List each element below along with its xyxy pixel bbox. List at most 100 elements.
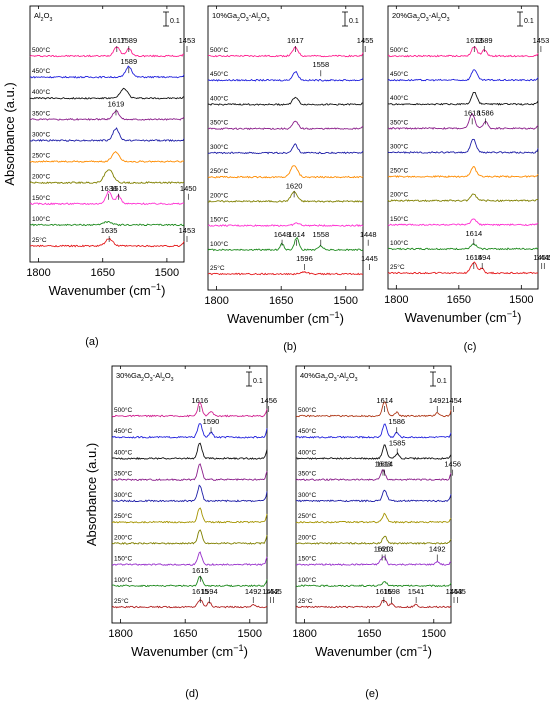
scale-bar-label: 0.1 bbox=[437, 378, 447, 385]
series-line-200-c bbox=[29, 169, 185, 185]
series-label: 400°C bbox=[210, 94, 228, 102]
panel-title: 40%Ga2O3-Al2O3 bbox=[300, 371, 358, 383]
series-line-500-c bbox=[295, 401, 452, 418]
panel-title: Al2O3 bbox=[34, 11, 52, 23]
series-line-25-c bbox=[207, 271, 364, 276]
series-label: 150°C bbox=[210, 216, 228, 224]
peak-annotation: 1452 bbox=[262, 587, 279, 596]
series-label: 500°C bbox=[210, 46, 228, 54]
peak-annotation: 1619 bbox=[108, 99, 125, 108]
series-line-200-c bbox=[111, 529, 268, 545]
panel-b: 10%Ga2O3-Al2O3 0.1 1800 1650 1500 Wavenumber … bbox=[204, 5, 378, 353]
series-label: 100°C bbox=[114, 576, 132, 584]
series-line-25-c bbox=[29, 238, 185, 248]
peak-annotation: 1614 bbox=[376, 396, 393, 405]
series-label: 150°C bbox=[298, 555, 316, 563]
panel-title: 30%Ga2O3-Al2O3 bbox=[116, 371, 174, 383]
x-axis-title: Wavenumber (cm−1) bbox=[227, 310, 344, 326]
series-line-300-c bbox=[296, 489, 452, 503]
panel-c: 20%Ga2O3-Al2O3 0.1 1800 1650 1500 Wavenumber … bbox=[384, 5, 550, 353]
x-tick-label: 1650 bbox=[269, 295, 293, 307]
series-line-500-c bbox=[111, 401, 268, 418]
series-label: 200°C bbox=[32, 173, 50, 181]
series-label: 200°C bbox=[298, 533, 316, 541]
series-line-400-c bbox=[29, 87, 185, 100]
series-label: 25°C bbox=[32, 236, 47, 244]
peak-annotation: 1586 bbox=[477, 108, 494, 117]
peak-annotation: 1450 bbox=[180, 184, 197, 193]
peak-annotation: 1617 bbox=[108, 36, 125, 45]
series-label: 200°C bbox=[114, 533, 132, 541]
panel-label: (b) bbox=[283, 341, 296, 353]
peak-annotation: 1453 bbox=[179, 36, 196, 45]
series-line-450-c bbox=[295, 423, 452, 439]
x-tick-label: 1800 bbox=[204, 295, 228, 307]
peak-annotation: 1614 bbox=[376, 460, 393, 469]
series-label: 25°C bbox=[210, 264, 225, 272]
peak-annotation: 1615 bbox=[192, 566, 209, 575]
x-tick-label: 1500 bbox=[238, 628, 262, 640]
peak-annotation: 1585 bbox=[389, 438, 406, 447]
series-label: 500°C bbox=[390, 46, 408, 54]
peak-annotation: 1541 bbox=[408, 587, 425, 596]
series-label: 25°C bbox=[390, 263, 405, 271]
series-line-400-c bbox=[295, 444, 452, 460]
peak-annotation: 1448 bbox=[360, 230, 377, 239]
peak-annotation: 1613 bbox=[377, 545, 394, 554]
peak-annotation: 1616 bbox=[375, 587, 392, 596]
series-line-200-c bbox=[387, 193, 539, 203]
series-line-500-c bbox=[387, 46, 539, 58]
panel-d: 30%Ga2O3-Al2O3 0.1 1800 1650 1500 Wavenumber … bbox=[84, 365, 282, 700]
panel-e: 40%Ga2O3-Al2O3 0.1 1800 1650 1500 Wavenumber … bbox=[292, 365, 466, 700]
series-line-350-c bbox=[295, 469, 452, 482]
series-line-350-c bbox=[387, 112, 539, 130]
series-line-100-c bbox=[29, 221, 185, 227]
peak-annotation: 1558 bbox=[312, 60, 329, 69]
series-line-400-c bbox=[387, 91, 539, 106]
scale-bar-label: 0.1 bbox=[170, 18, 180, 25]
series-label: 500°C bbox=[114, 406, 132, 414]
series-label: 200°C bbox=[210, 191, 228, 199]
series-label: 250°C bbox=[114, 512, 132, 520]
series-label: 100°C bbox=[210, 240, 228, 248]
plot-frame bbox=[387, 5, 539, 290]
x-axis-title: Wavenumber (cm−1) bbox=[405, 309, 522, 325]
peak-annotation: 1445 bbox=[265, 587, 282, 596]
panel-label: (a) bbox=[85, 336, 98, 348]
series-line-100-c bbox=[207, 236, 364, 252]
peak-annotation: 1618 bbox=[464, 108, 481, 117]
peak-annotation: 1613 bbox=[466, 36, 483, 45]
peak-annotation: 1590 bbox=[203, 417, 220, 426]
series-label: 300°C bbox=[114, 491, 132, 499]
series-label: 400°C bbox=[298, 448, 316, 456]
x-tick-label: 1500 bbox=[422, 628, 446, 640]
series-line-250-c bbox=[387, 166, 539, 178]
x-axis-title: Wavenumber (cm−1) bbox=[131, 643, 248, 659]
series-line-300-c bbox=[387, 138, 539, 154]
series-label: 350°C bbox=[32, 109, 50, 117]
plot-frame bbox=[295, 365, 452, 624]
series-label: 450°C bbox=[210, 70, 228, 78]
series-label: 500°C bbox=[32, 46, 50, 54]
x-axis-title: Wavenumber (cm−1) bbox=[49, 282, 166, 298]
x-axis-title: Wavenumber (cm−1) bbox=[315, 643, 432, 659]
series-line-300-c bbox=[111, 484, 268, 503]
series-label: 300°C bbox=[32, 130, 50, 138]
series-label: 300°C bbox=[390, 142, 408, 150]
peak-annotation: 1558 bbox=[312, 230, 329, 239]
series-label: 350°C bbox=[114, 470, 132, 478]
series-line-400-c bbox=[207, 96, 364, 106]
peak-annotation: 1453 bbox=[179, 226, 196, 235]
peak-annotation: 1586 bbox=[388, 417, 405, 426]
series-line-250-c bbox=[29, 150, 185, 163]
series-label: 450°C bbox=[32, 67, 50, 75]
series-line-100-c bbox=[387, 243, 539, 251]
peak-annotation: 1635 bbox=[101, 226, 118, 235]
series-line-100-c bbox=[111, 576, 268, 588]
peak-annotation: 1594 bbox=[474, 253, 491, 262]
series-label: 100°C bbox=[390, 239, 408, 247]
panel-title: 20%Ga2O3-Al2O3 bbox=[392, 11, 450, 23]
peak-annotation: 1598 bbox=[383, 587, 400, 596]
peak-annotation: 1492 bbox=[429, 545, 446, 554]
scale-bar-label: 0.1 bbox=[524, 18, 534, 25]
